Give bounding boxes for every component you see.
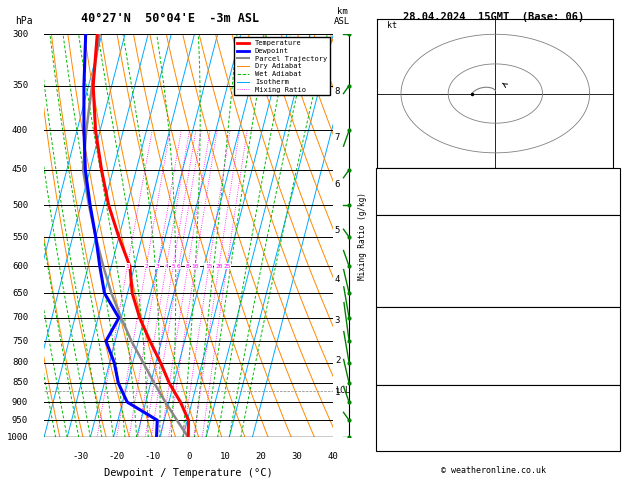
Text: Lifted Index: Lifted Index	[381, 348, 443, 357]
Text: StmSpd (kt): StmSpd (kt)	[381, 440, 438, 449]
Text: 0: 0	[611, 282, 616, 292]
Text: km
ASL: km ASL	[334, 6, 350, 26]
Text: © weatheronline.co.uk: © weatheronline.co.uk	[442, 466, 546, 475]
Text: Surface: Surface	[480, 217, 516, 226]
Text: θᴇ(K): θᴇ(K)	[381, 257, 407, 265]
Text: 1021: 1021	[595, 322, 616, 331]
Text: 8: 8	[611, 348, 616, 357]
Text: -10: -10	[145, 451, 160, 461]
Text: 750: 750	[12, 336, 28, 346]
Text: 3: 3	[611, 440, 616, 449]
Text: 40°27'N  50°04'E  -3m ASL: 40°27'N 50°04'E -3m ASL	[81, 12, 259, 25]
Text: 7: 7	[335, 133, 340, 141]
Text: 40: 40	[328, 451, 339, 461]
Text: CAPE (J): CAPE (J)	[381, 361, 423, 370]
Text: 10: 10	[191, 264, 199, 269]
Text: 1000: 1000	[7, 433, 28, 442]
Text: 8: 8	[186, 264, 190, 269]
Text: -20: -20	[108, 451, 125, 461]
Text: 13: 13	[605, 414, 616, 423]
Text: 6: 6	[335, 180, 340, 189]
Text: 28.04.2024  15GMT  (Base: 06): 28.04.2024 15GMT (Base: 06)	[403, 12, 584, 22]
Text: Totals Totals: Totals Totals	[381, 187, 449, 196]
Text: 2: 2	[144, 264, 148, 269]
Text: Mixing Ratio (g/kg): Mixing Ratio (g/kg)	[358, 192, 367, 279]
Text: 5: 5	[171, 264, 175, 269]
Text: -30: -30	[72, 451, 88, 461]
Text: Temp (°C): Temp (°C)	[381, 230, 428, 240]
Text: 1: 1	[126, 264, 130, 269]
Text: 950: 950	[12, 416, 28, 425]
Text: 96°: 96°	[600, 427, 616, 436]
Text: 22.3: 22.3	[595, 230, 616, 240]
Text: 6: 6	[177, 264, 181, 269]
Text: 8: 8	[611, 270, 616, 278]
Text: 10: 10	[220, 451, 230, 461]
Text: 800: 800	[12, 358, 28, 367]
Text: 450: 450	[12, 165, 28, 174]
Text: 0: 0	[611, 400, 616, 410]
Text: 400: 400	[12, 126, 28, 135]
Text: CIN (J): CIN (J)	[381, 295, 417, 305]
Text: Hodograph: Hodograph	[474, 387, 522, 397]
Text: 4: 4	[335, 275, 340, 284]
Text: 0: 0	[186, 451, 191, 461]
Text: 700: 700	[12, 313, 28, 322]
Text: 313: 313	[600, 335, 616, 344]
Text: 500: 500	[12, 201, 28, 209]
Text: 850: 850	[12, 379, 28, 387]
Text: 0: 0	[611, 295, 616, 305]
Text: 8.6: 8.6	[600, 243, 616, 252]
Text: hPa: hPa	[15, 16, 33, 26]
Text: θᴇ (K): θᴇ (K)	[381, 335, 412, 344]
Text: LCL: LCL	[335, 386, 350, 395]
Text: 650: 650	[12, 289, 28, 297]
Text: 0: 0	[611, 361, 616, 370]
Text: 3: 3	[335, 316, 340, 325]
Text: Dewp (°C): Dewp (°C)	[381, 243, 428, 252]
Text: Most Unstable: Most Unstable	[464, 309, 532, 318]
Text: EH: EH	[381, 400, 391, 410]
Text: 0.99: 0.99	[595, 203, 616, 212]
Text: 350: 350	[12, 81, 28, 90]
Text: -14: -14	[600, 171, 616, 180]
Text: 900: 900	[12, 398, 28, 407]
Text: CAPE (J): CAPE (J)	[381, 282, 423, 292]
Text: 20: 20	[215, 264, 223, 269]
Text: 300: 300	[12, 30, 28, 38]
Text: 0: 0	[611, 374, 616, 383]
Text: SREH: SREH	[381, 414, 401, 423]
Text: 30: 30	[292, 451, 303, 461]
Text: 1: 1	[335, 388, 340, 397]
Text: 4: 4	[164, 264, 168, 269]
Text: 15: 15	[205, 264, 213, 269]
Text: PW (cm): PW (cm)	[381, 203, 417, 212]
Text: 600: 600	[12, 262, 28, 271]
Text: 313: 313	[600, 257, 616, 265]
Text: 5: 5	[335, 226, 340, 235]
Text: 2: 2	[335, 356, 340, 365]
Text: 31: 31	[605, 187, 616, 196]
Text: 3: 3	[156, 264, 160, 269]
Text: Pressure (mb): Pressure (mb)	[381, 322, 449, 331]
Legend: Temperature, Dewpoint, Parcel Trajectory, Dry Adiabat, Wet Adiabat, Isotherm, Mi: Temperature, Dewpoint, Parcel Trajectory…	[234, 37, 330, 95]
Text: CIN (J): CIN (J)	[381, 374, 417, 383]
Text: Dewpoint / Temperature (°C): Dewpoint / Temperature (°C)	[104, 468, 273, 478]
Text: 8: 8	[335, 87, 340, 96]
Text: Lifted Index: Lifted Index	[381, 270, 443, 278]
Text: 550: 550	[12, 233, 28, 242]
Text: kt: kt	[387, 21, 397, 30]
Text: K: K	[381, 171, 386, 180]
Text: StmDir: StmDir	[381, 427, 412, 436]
Text: 25: 25	[223, 264, 231, 269]
Text: 20: 20	[255, 451, 267, 461]
